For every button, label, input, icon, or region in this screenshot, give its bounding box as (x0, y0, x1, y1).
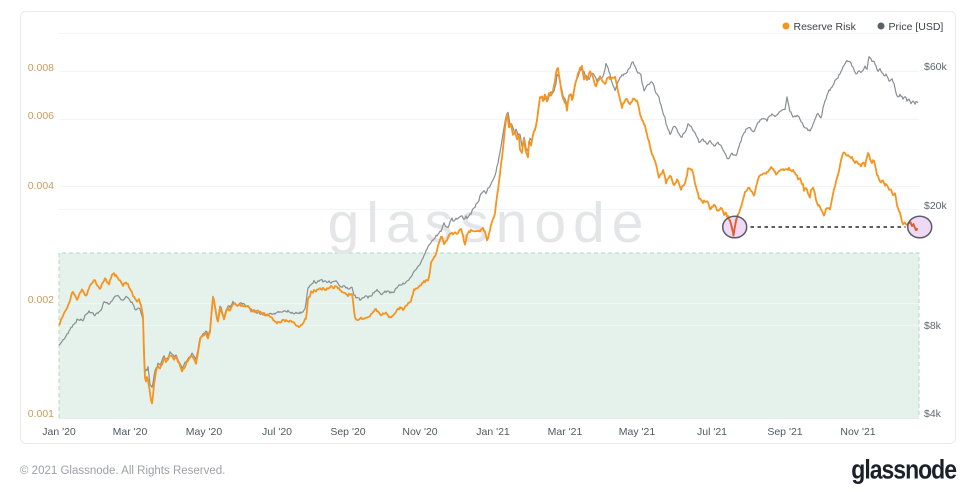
svg-text:0.006: 0.006 (28, 110, 54, 122)
svg-text:© 2021 Glassnode. All Rights R: © 2021 Glassnode. All Rights Reserved. (20, 465, 225, 477)
svg-text:Mar '21: Mar '21 (548, 426, 583, 438)
svg-text:0.001: 0.001 (28, 408, 54, 420)
svg-text:Mar '20: Mar '20 (113, 426, 148, 438)
svg-text:Jul '21: Jul '21 (697, 426, 727, 438)
svg-text:0.008: 0.008 (28, 62, 54, 74)
svg-text:Nov '20: Nov '20 (402, 426, 437, 438)
svg-text:glassnode: glassnode (851, 455, 957, 485)
svg-text:$8k: $8k (924, 320, 942, 332)
svg-text:0.002: 0.002 (28, 294, 54, 306)
svg-text:Sep '21: Sep '21 (767, 426, 802, 438)
svg-text:Nov '21: Nov '21 (840, 426, 875, 438)
svg-text:glassnode: glassnode (328, 191, 651, 255)
svg-text:Jan '21: Jan '21 (476, 426, 510, 438)
svg-text:May '21: May '21 (619, 426, 656, 438)
svg-text:$60k: $60k (924, 61, 948, 73)
svg-text:Reserve Risk: Reserve Risk (794, 21, 857, 33)
svg-text:0.004: 0.004 (28, 180, 54, 192)
svg-text:Jul '20: Jul '20 (262, 426, 292, 438)
svg-text:Sep '20: Sep '20 (330, 426, 365, 438)
svg-text:$4k: $4k (924, 408, 942, 420)
svg-text:May '20: May '20 (186, 426, 223, 438)
svg-text:$20k: $20k (924, 200, 948, 212)
svg-text:Price [USD]: Price [USD] (889, 21, 944, 33)
svg-text:Jan '20: Jan '20 (42, 426, 76, 438)
